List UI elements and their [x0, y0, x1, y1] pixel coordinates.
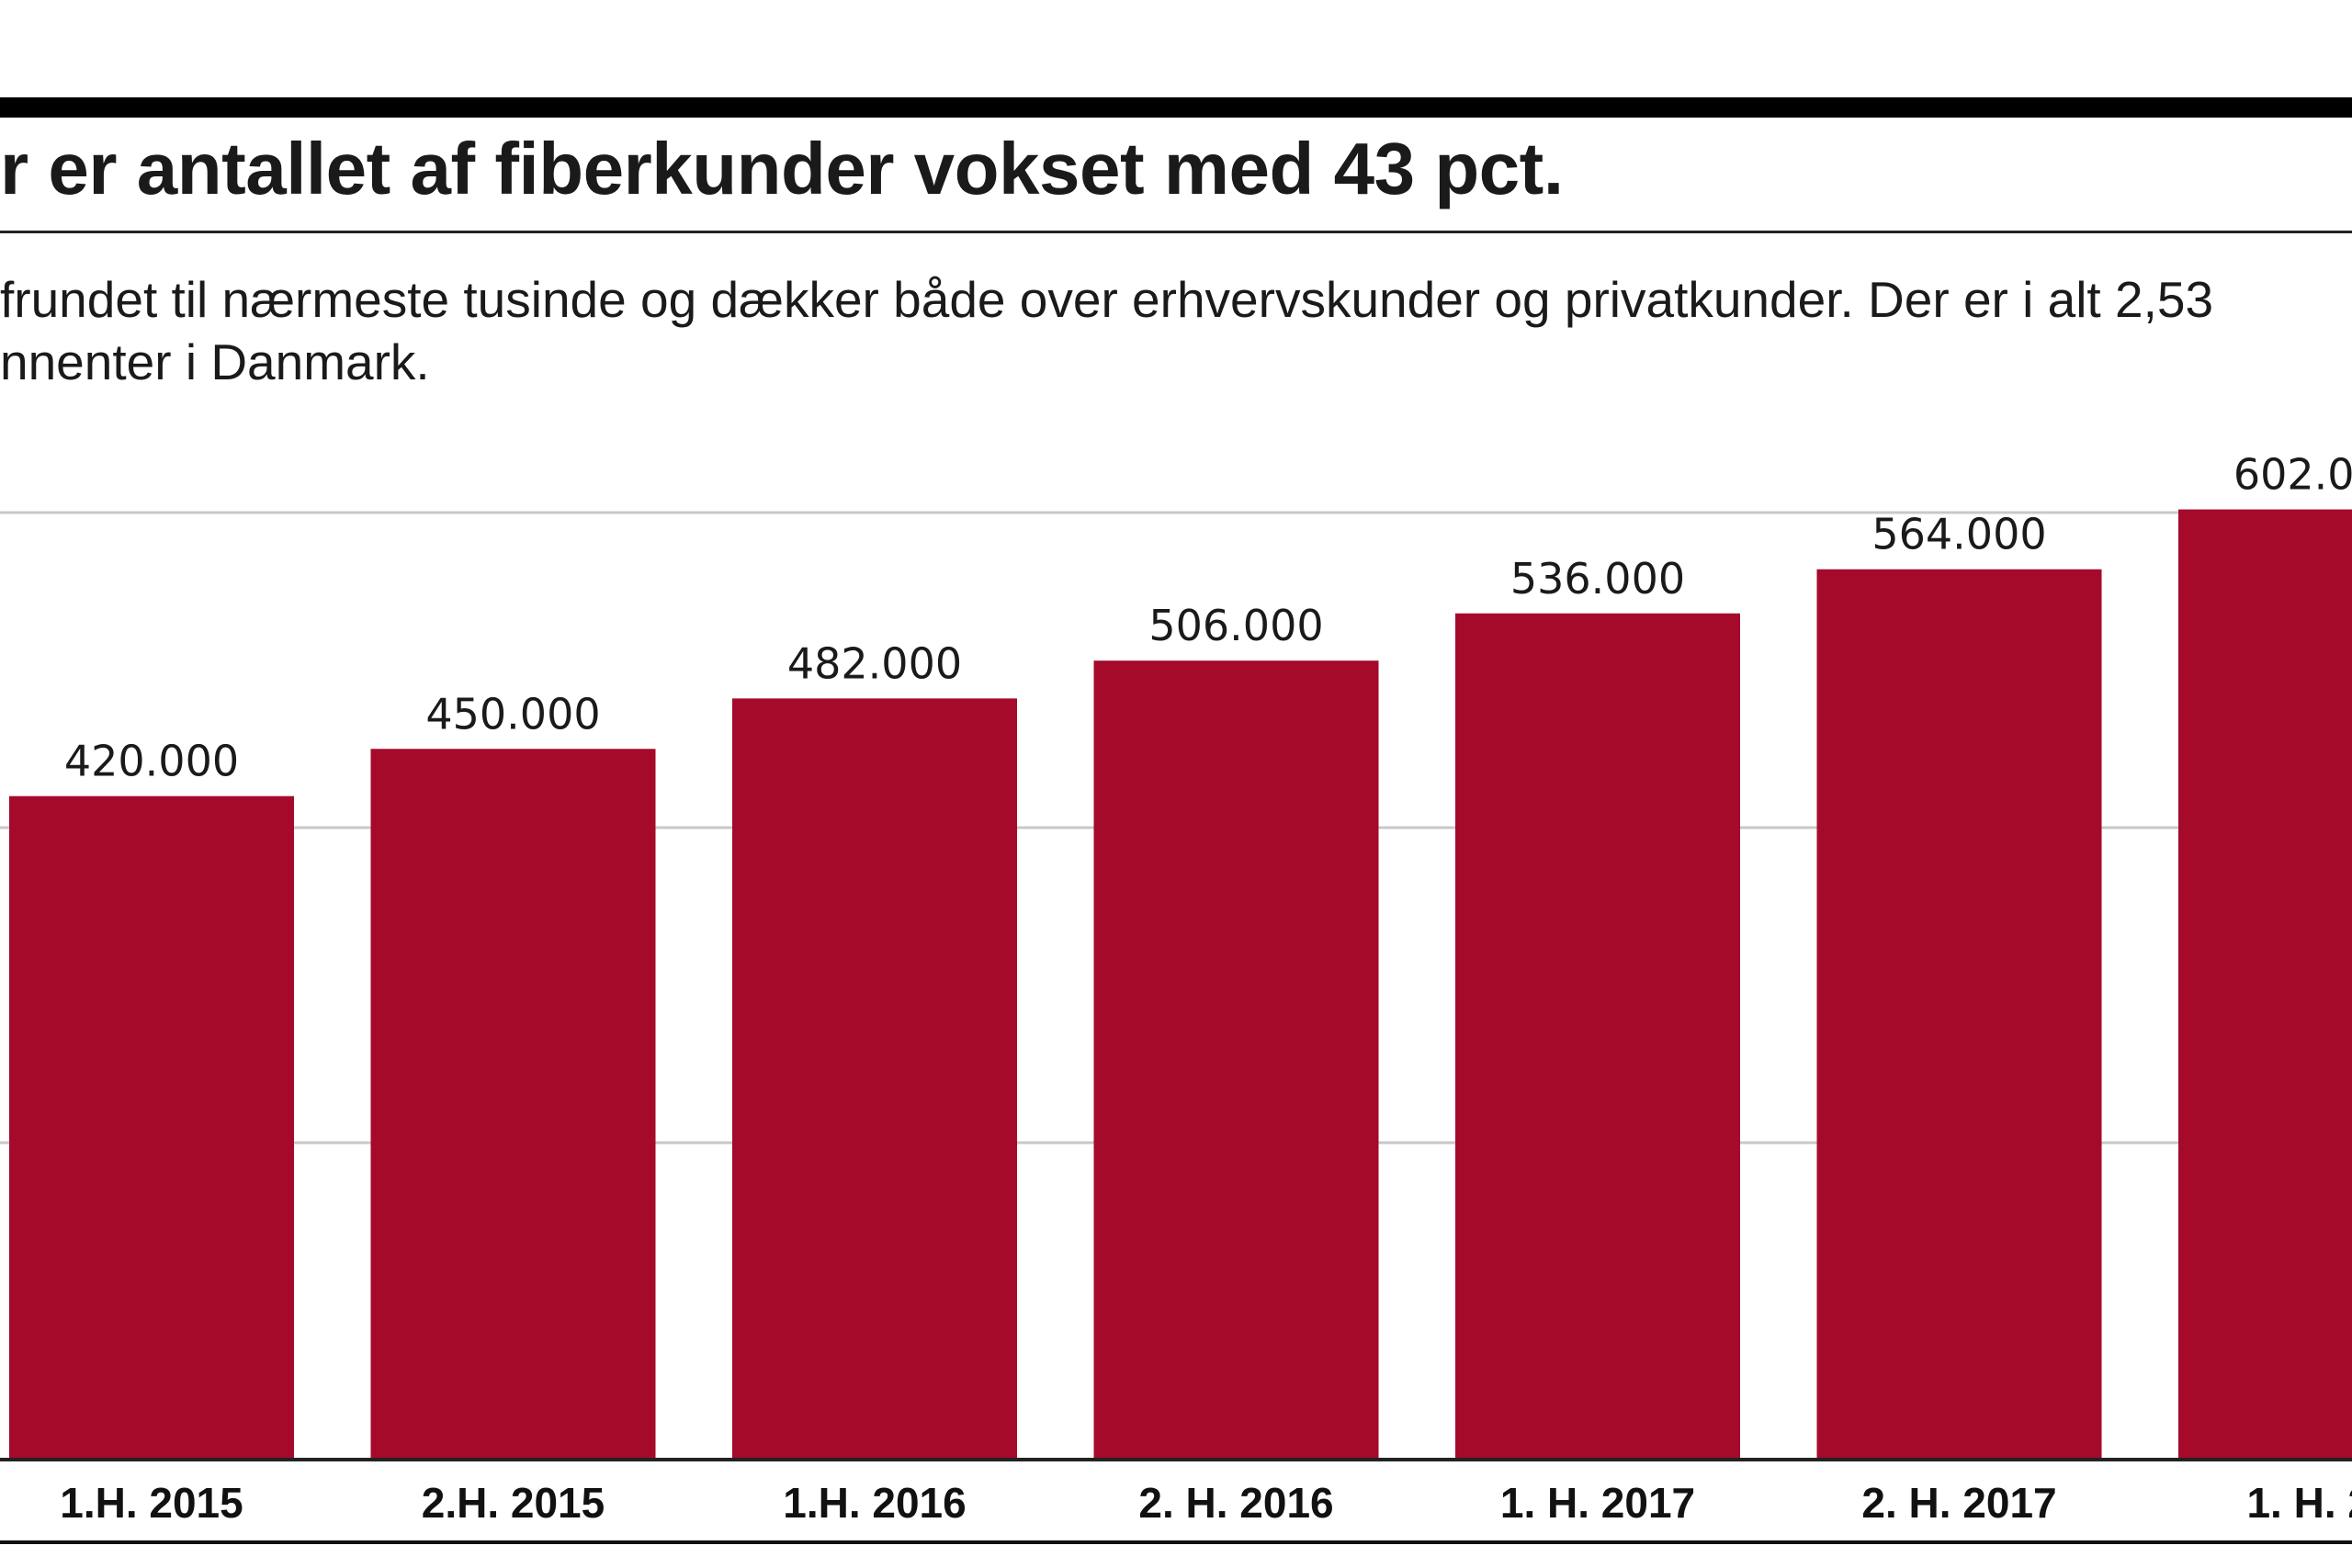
data-label: 602.000 [2233, 450, 2352, 500]
data-label: 506.000 [1148, 601, 1323, 650]
data-label: 564.000 [1871, 510, 2046, 559]
bar [9, 795, 294, 1458]
x-tick-label: 1. H. 2017 [1500, 1479, 1695, 1527]
bar [2178, 509, 2352, 1458]
subtitle-line-1: frundet til nærmeste tusinde og dækker b… [0, 271, 2214, 328]
bar [732, 698, 1017, 1458]
x-tick-label: 2.H. 2015 [422, 1479, 605, 1527]
x-tick-label: 1.H. 2016 [783, 1479, 966, 1527]
subtitle-line-2: nnenter i Danmark. [0, 333, 430, 390]
bar [370, 749, 656, 1458]
x-tick-label: 2. H. 2017 [1861, 1479, 2056, 1527]
top-rule [0, 97, 2352, 118]
bar [1093, 660, 1379, 1458]
data-label: 450.000 [425, 689, 600, 739]
title-divider [0, 231, 2352, 233]
x-tick-label: 2. H. 2016 [1138, 1479, 1333, 1527]
bar [1816, 569, 2102, 1458]
bar [1455, 613, 1740, 1458]
data-label: 536.000 [1510, 554, 1685, 604]
bottom-rule [0, 1540, 2352, 1544]
x-tick-label: 1.H. 2015 [60, 1479, 243, 1527]
x-tick-label: 1. H. 20 [2246, 1479, 2352, 1527]
chart-title: r er antallet af fiberkunder vokset med … [0, 128, 1564, 209]
data-label: 482.000 [787, 638, 962, 688]
data-label: 420.000 [64, 737, 239, 786]
